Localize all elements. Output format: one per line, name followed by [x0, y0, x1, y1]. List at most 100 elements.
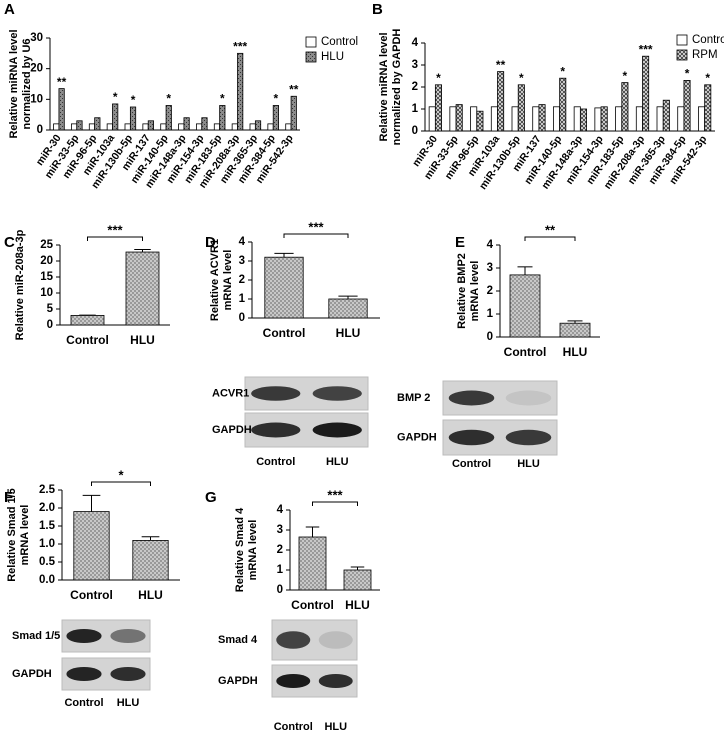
bar: [132, 540, 169, 581]
bar: [704, 84, 712, 132]
bar: [532, 106, 540, 132]
bar: [53, 123, 60, 131]
legend-label: Control: [321, 36, 358, 48]
x-tick-label: HLU: [336, 326, 361, 340]
error-bar: [567, 320, 583, 324]
bar: [656, 106, 664, 132]
blot-band: [110, 666, 146, 682]
bar: [290, 95, 297, 131]
significance-label: *: [685, 67, 690, 81]
bar: [219, 105, 226, 131]
blot-band: [251, 386, 301, 401]
significance-bracket: [283, 233, 349, 238]
bar: [213, 123, 221, 131]
blot-row-label: ACVR1: [212, 387, 249, 399]
bar: [201, 117, 208, 131]
legend-label: Control: [692, 34, 724, 46]
error-bar: [517, 266, 533, 275]
significance-label: *: [274, 92, 279, 106]
blot-band: [312, 386, 362, 401]
x-tick-label: Control: [263, 326, 306, 340]
bar: [449, 106, 457, 132]
bar: [594, 107, 602, 132]
blot-lane-label: HLU: [117, 697, 140, 709]
y-tick-label: 25: [40, 239, 53, 251]
significance-label: *: [705, 71, 710, 85]
bar: [94, 117, 101, 131]
significance-label: ***: [327, 487, 343, 502]
bar: [129, 106, 137, 131]
bar: [328, 298, 368, 319]
panel-letter: F: [4, 489, 13, 506]
bar: [559, 322, 591, 338]
blot-lane-label: Control: [64, 697, 103, 709]
y-tick-label: 3: [487, 262, 493, 274]
significance-label: **: [496, 58, 506, 72]
bar: [683, 80, 691, 132]
x-tick-label: HLU: [130, 333, 155, 347]
blot-lane-label: HLU: [324, 721, 347, 733]
bar: [635, 106, 643, 132]
legend-swatch: [305, 36, 317, 48]
y-tick-label: 1: [487, 308, 494, 320]
bar: [298, 536, 327, 591]
bar: [559, 77, 567, 132]
x-tick-label: Control: [70, 588, 113, 602]
bar: [698, 106, 706, 132]
blot-row-label: GAPDH: [397, 431, 437, 443]
y-tick-label: 2.5: [39, 484, 56, 496]
y-tick-label: 0: [37, 124, 43, 136]
blot-lane-label: HLU: [326, 456, 349, 468]
bar: [106, 123, 113, 131]
y-tick-label: 3: [239, 255, 245, 267]
y-axis-label: Relative miR-208a-3p: [14, 229, 26, 340]
y-tick-label: 3: [412, 59, 418, 71]
x-tick-label: HLU: [138, 588, 163, 602]
bar: [58, 88, 65, 131]
y-tick-label: 4: [487, 239, 494, 251]
blot-band: [276, 631, 311, 649]
bar: [285, 123, 292, 131]
error-bar: [82, 494, 101, 512]
bar: [434, 84, 442, 132]
significance-label: *: [220, 92, 225, 106]
bar: [343, 569, 372, 591]
blot-row-label: GAPDH: [12, 668, 52, 680]
y-axis-label: normalized by GAPDH: [391, 29, 403, 146]
y-tick-label: 2.0: [39, 502, 55, 514]
blot-band: [448, 390, 495, 406]
bar: [160, 123, 167, 131]
y-axis-label: mRNA level: [19, 505, 31, 566]
error-bar: [338, 295, 358, 299]
significance-label: *: [436, 71, 441, 85]
y-tick-label: 1: [412, 103, 419, 115]
panel-letter: B: [372, 1, 383, 18]
bar: [112, 103, 119, 131]
legend-label: HLU: [321, 51, 344, 63]
blot-row-label: GAPDH: [218, 675, 258, 687]
significance-label: ***: [107, 222, 123, 237]
bar: [88, 123, 96, 131]
bar: [455, 104, 463, 132]
blot-row-label: BMP 2: [397, 392, 430, 404]
blot-band: [66, 628, 102, 644]
significance-bracket: [524, 236, 576, 241]
legend-swatch: [305, 51, 317, 63]
legend-swatch: [676, 49, 688, 61]
y-tick-label: 10: [30, 93, 43, 105]
significance-label: *: [623, 69, 628, 83]
x-tick-label: Control: [504, 345, 547, 359]
bar: [71, 123, 78, 131]
error-bar: [350, 566, 365, 570]
x-tick-label: HLU: [563, 345, 588, 359]
panel-letter: A: [4, 1, 15, 18]
legend-swatch: [676, 34, 688, 46]
blot-lane-label: Control: [452, 458, 491, 470]
bar: [470, 106, 478, 132]
blot-lane-label: HLU: [517, 458, 540, 470]
y-tick-label: 20: [30, 63, 43, 75]
panel-letter: G: [205, 489, 217, 506]
panel-letter: D: [205, 234, 216, 251]
x-tick-label: Control: [291, 598, 334, 612]
significance-label: *: [131, 93, 136, 107]
